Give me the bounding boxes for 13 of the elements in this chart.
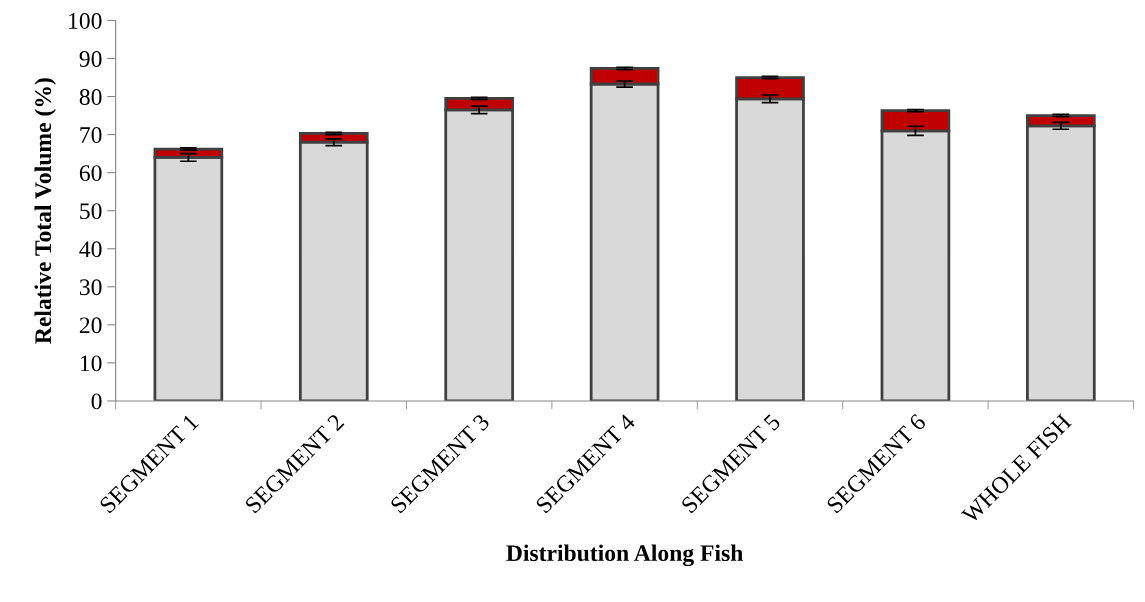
y-tick-label: 40 [79,241,102,258]
y-tick-label: 70 [80,127,102,144]
y-tick-label: 50 [80,203,102,220]
y-tick-label: 90 [79,51,102,67]
y-tick-label: 10 [80,355,102,372]
y-tick-label: 0 [91,393,102,410]
y-axis-title: Relative Total Volume (%) [34,78,56,344]
y-tick-label: 30 [79,279,102,296]
y-tick-label: 80 [79,89,102,105]
x-axis-title: Distribution Along Fish [506,544,743,567]
y-tick-label: 20 [79,317,102,334]
y-tick-label: 60 [79,165,102,182]
y-tick-label: 100 [69,12,102,29]
